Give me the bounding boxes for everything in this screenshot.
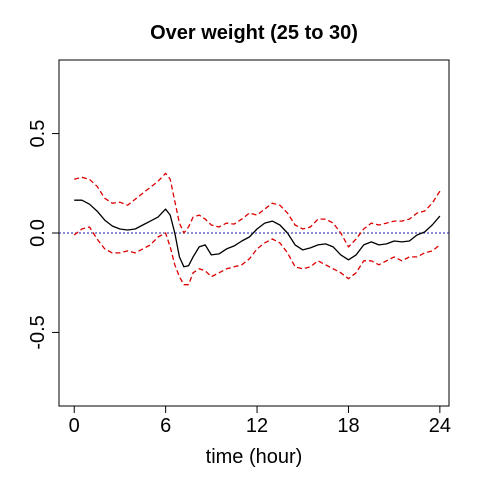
x-axis-label: time (hour) [206,446,303,468]
x-tick-label: 18 [337,415,359,437]
x-tick-label: 6 [160,415,171,437]
series-line-estimate [74,199,441,268]
x-axis: 0 6 12 18 24 [69,406,451,437]
series-line-upper [74,172,441,248]
y-tick-label: 0.5 [27,120,49,148]
y-axis: -0.5 0.0 0.5 [27,120,59,350]
x-tick-label: 12 [246,415,268,437]
series-layer [73,172,441,286]
y-tick-label: 0.0 [27,219,49,247]
series-line-lower [73,226,441,286]
chart-title: Over weight (25 to 30) [150,22,358,44]
x-tick-label: 24 [429,415,451,437]
x-tick-label: 0 [69,415,80,437]
y-tick-label: -0.5 [27,315,49,349]
